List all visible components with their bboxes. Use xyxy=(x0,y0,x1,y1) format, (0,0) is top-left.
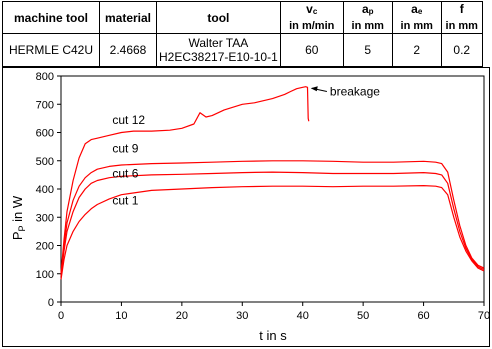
process-parameter-table: machine tool material tool vc in m/min ap… xyxy=(2,1,483,67)
breakage-annotation: breakage xyxy=(330,85,380,99)
cell-material: 2.4668 xyxy=(99,33,157,67)
y-tick-label: 500 xyxy=(36,156,54,168)
x-tick-label: 40 xyxy=(297,310,309,322)
y-tick-label: 400 xyxy=(36,184,54,196)
x-tick-label: 60 xyxy=(417,310,429,322)
cell-tool-line1: Walter TAA xyxy=(188,36,249,50)
cell-feed: 0.2 xyxy=(440,33,483,67)
y-tick-label: 200 xyxy=(36,241,54,253)
y-tick-label: 600 xyxy=(36,128,54,140)
header-machine-tool: machine tool xyxy=(2,1,100,34)
y-tick-label: 100 xyxy=(36,269,54,281)
cell-machine-tool: HERMLE C42U xyxy=(2,33,100,67)
chart-labels: cut 12 cut 9 cut 6 cut 1 breakage xyxy=(112,85,380,208)
series-line-cut-1 xyxy=(60,185,485,280)
x-tick-label: 0 xyxy=(58,310,64,322)
x-axis-label: t in s xyxy=(259,328,287,343)
chart-series xyxy=(60,86,485,280)
x-tick-label: 10 xyxy=(115,310,127,322)
y-tick-label: 300 xyxy=(36,212,54,224)
y-tick-label: 800 xyxy=(36,71,54,83)
header-feed: f in mm xyxy=(440,1,483,34)
header-width-of-cut: ae in mm xyxy=(391,1,442,34)
table-header-row: machine tool material tool vc in m/min ap… xyxy=(2,1,483,34)
header-cutting-speed: vc in m/min xyxy=(279,1,344,34)
cell-tool-line2: H2EC38217-E10-10-1 xyxy=(159,50,278,64)
cell-cutting-speed: 60 xyxy=(279,33,344,67)
power-chart: 0 10 20 30 40 50 60 700100200300400500600700800… xyxy=(10,71,489,343)
x-tick-label: 30 xyxy=(236,310,248,322)
cell-tool: Walter TAA H2EC38217-E10-10-1 xyxy=(156,33,281,67)
x-tick-label: 20 xyxy=(176,310,188,322)
y-axis-label: PP in W xyxy=(10,195,27,240)
header-material: material xyxy=(99,1,157,34)
header-depth-of-cut: ap in mm xyxy=(342,1,393,34)
cell-width-of-cut: 2 xyxy=(391,33,442,67)
series-label-cut-6: cut 6 xyxy=(112,167,138,181)
plot-border xyxy=(60,75,485,303)
series-label-cut-12: cut 12 xyxy=(112,113,145,127)
series-line-cut-12 xyxy=(60,86,310,274)
header-tool: tool xyxy=(156,1,281,34)
y-tick-label: 700 xyxy=(36,99,54,111)
cell-depth-of-cut: 5 xyxy=(342,33,393,67)
series-line-cut-6 xyxy=(60,171,485,277)
table-row: HERMLE C42U 2.4668 Walter TAA H2EC38217-E… xyxy=(2,33,483,67)
x-tick-label: 70 xyxy=(478,310,489,322)
series-line-cut-9 xyxy=(60,160,485,274)
series-label-cut-9: cut 9 xyxy=(112,141,138,155)
y-tick-label: 0 xyxy=(48,297,54,309)
breakage-arrow-head xyxy=(310,86,318,92)
x-tick-label: 50 xyxy=(357,310,369,322)
series-label-cut-1: cut 1 xyxy=(112,194,138,208)
chart-frame: 0 10 20 30 40 50 60 70 0 100 200 300 400 500 600 700 800… xyxy=(2,67,490,347)
